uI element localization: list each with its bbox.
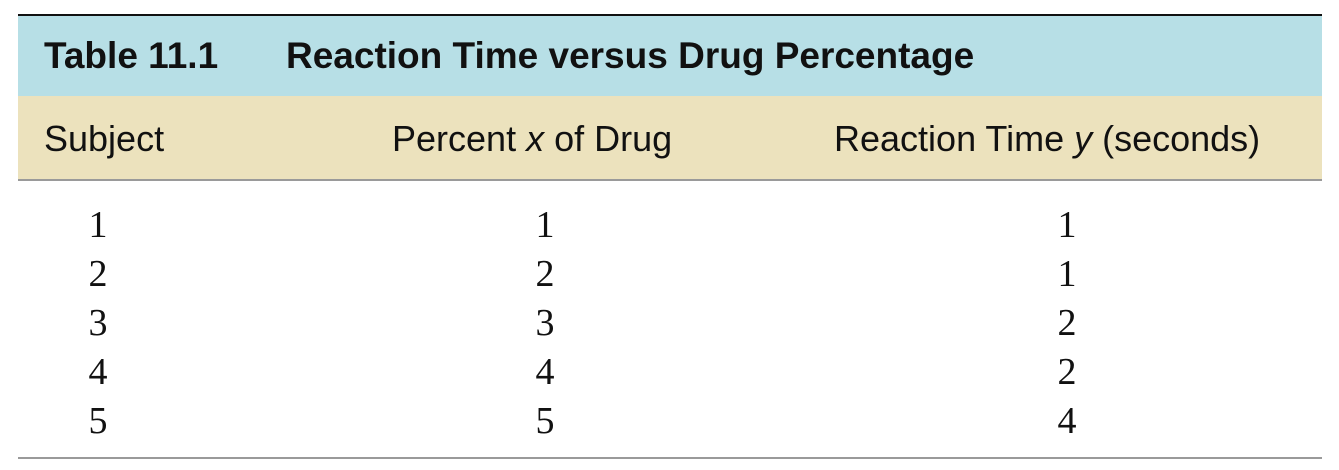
bottom-rule	[18, 457, 1322, 459]
cell-reaction: 1	[1057, 253, 1077, 295]
cell-subject: 1	[88, 204, 108, 246]
header-percent-suffix: of Drug	[544, 118, 673, 159]
table-title: Reaction Time versus Drug Percentage	[286, 35, 975, 76]
header-percent-prefix: Percent	[392, 118, 527, 159]
table-row: 3 3 2	[18, 301, 1322, 349]
cell-subject: 2	[88, 253, 108, 295]
header-reaction-suffix: (seconds)	[1092, 118, 1261, 159]
table-number: Table 11.1	[44, 35, 219, 76]
header-percent: Percent x of Drug	[392, 118, 672, 160]
table-header-row: Subject Percent x of Drug Reaction Time …	[18, 96, 1322, 181]
cell-percent: 2	[535, 253, 555, 295]
table-title-bar: Table 11.1 Reaction Time versus Drug Per…	[18, 16, 1322, 96]
header-reaction-variable: y	[1074, 118, 1093, 159]
cell-percent: 1	[535, 204, 555, 246]
header-reaction-prefix: Reaction Time	[834, 118, 1075, 159]
table-body: 1 1 1 2 2 1 3 3 2 4 4 2 5 5 4	[18, 181, 1322, 457]
data-table: Table 11.1 Reaction Time versus Drug Per…	[18, 14, 1322, 459]
cell-reaction: 1	[1057, 204, 1077, 246]
top-rule	[18, 14, 1322, 16]
cell-percent: 3	[535, 302, 555, 344]
cell-reaction: 4	[1057, 400, 1077, 442]
cell-reaction: 2	[1057, 302, 1077, 344]
cell-reaction: 2	[1057, 351, 1077, 393]
cell-percent: 5	[535, 400, 555, 442]
cell-subject: 5	[88, 400, 108, 442]
table-row: 2 2 1	[18, 252, 1322, 300]
header-percent-variable: x	[526, 118, 545, 159]
header-reaction: Reaction Time y (seconds)	[834, 118, 1260, 160]
cell-subject: 3	[88, 302, 108, 344]
header-subject: Subject	[44, 118, 165, 159]
table-row: 4 4 2	[18, 350, 1322, 398]
cell-subject: 4	[88, 351, 108, 393]
cell-percent: 4	[535, 351, 555, 393]
table-row: 1 1 1	[18, 203, 1322, 251]
table-row: 5 5 4	[18, 399, 1322, 447]
